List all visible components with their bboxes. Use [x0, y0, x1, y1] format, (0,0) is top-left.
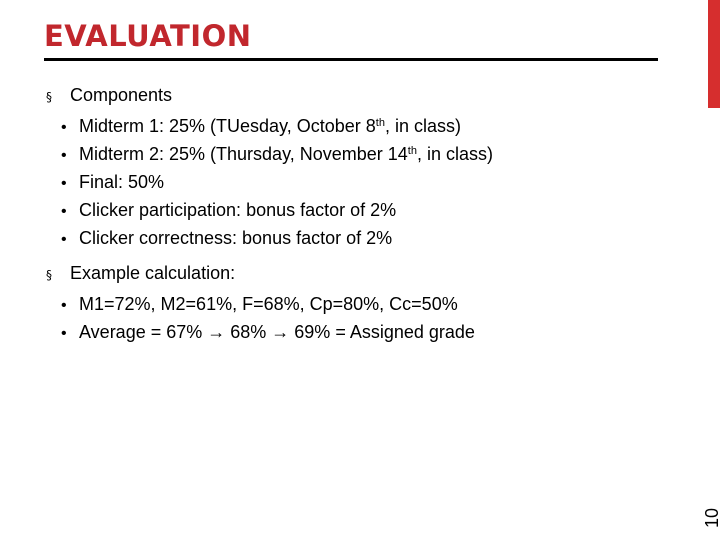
- section-components: § Components: [44, 82, 694, 110]
- list-item-text: Average = 67% → 68% → 69% = Assigned gra…: [79, 322, 475, 342]
- list-item: • Clicker participation: bonus factor of…: [44, 197, 694, 225]
- list-item: • Final: 50%: [44, 169, 694, 197]
- list-item-text: M1=72%, M2=61%, F=68%, Cp=80%, Cc=50%: [79, 294, 458, 314]
- list-item-text: Final: 50%: [79, 172, 165, 192]
- list-item: • Clicker correctness: bonus factor of 2…: [44, 225, 694, 253]
- title-underline: [44, 58, 658, 61]
- slide-title: EVALUATION: [44, 19, 252, 53]
- section-bullet-icon: §: [46, 90, 52, 104]
- bullet-icon: •: [61, 203, 67, 220]
- slide-number: 10: [702, 507, 720, 528]
- bullet-icon: •: [61, 175, 67, 192]
- example-list: • M1=72%, M2=61%, F=68%, Cp=80%, Cc=50% …: [44, 291, 694, 347]
- bullet-icon: •: [61, 297, 67, 314]
- section-bullet-icon: §: [46, 268, 52, 282]
- list-item: • Average = 67% → 68% → 69% = Assigned g…: [44, 319, 694, 347]
- list-item-text: Midterm 2: 25% (Thursday, November 14th,…: [79, 144, 494, 164]
- bullet-icon: •: [61, 325, 67, 342]
- slide-content: § Components • Midterm 1: 25% (TUesday, …: [44, 82, 694, 347]
- list-item-text: Clicker correctness: bonus factor of 2%: [79, 228, 393, 248]
- bullet-icon: •: [61, 119, 67, 136]
- section-heading: Example calculation:: [70, 263, 236, 283]
- list-item: • Midterm 2: 25% (Thursday, November 14t…: [44, 141, 694, 169]
- list-item-text: Midterm 1: 25% (TUesday, October 8th, in…: [79, 116, 461, 136]
- components-list: • Midterm 1: 25% (TUesday, October 8th, …: [44, 113, 694, 253]
- section-heading: Components: [70, 85, 173, 105]
- bullet-icon: •: [61, 147, 67, 164]
- section-example-calculation: § Example calculation:: [44, 260, 694, 288]
- accent-bar: [708, 0, 720, 108]
- list-item: • Midterm 1: 25% (TUesday, October 8th, …: [44, 113, 694, 141]
- list-item-text: Clicker participation: bonus factor of 2…: [79, 200, 397, 220]
- bullet-icon: •: [61, 231, 67, 248]
- list-item: • M1=72%, M2=61%, F=68%, Cp=80%, Cc=50%: [44, 291, 694, 319]
